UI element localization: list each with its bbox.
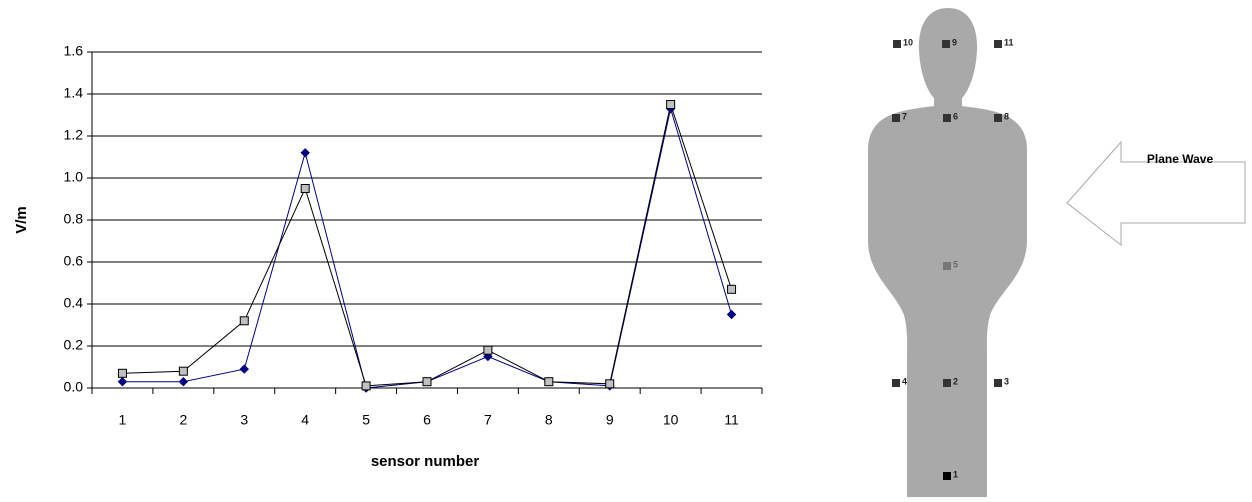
data-point: [605, 379, 615, 389]
x-tick-label: 4: [301, 412, 309, 428]
y-tick-label: 0.6: [64, 253, 84, 269]
body-diagram: Plane Wave 1 2 3 4 5 6 7 8 9 10 11: [868, 8, 1246, 497]
sensor-label: 8: [1004, 111, 1009, 121]
y-tick-label: 1.6: [64, 43, 84, 59]
sensor-marker: [994, 114, 1002, 122]
sensor-label: 5: [953, 259, 958, 269]
data-point: [239, 364, 249, 374]
sensor-label: 2: [953, 376, 958, 386]
sensor-label: 11: [1004, 37, 1014, 47]
sensor-marker: [943, 262, 951, 270]
sensor-marker: [893, 40, 901, 48]
y-tick-label: 0.8: [64, 211, 84, 227]
sensor-label: 3: [1004, 376, 1009, 386]
sensor-marker: [943, 379, 951, 387]
data-point: [666, 100, 676, 109]
data-point: [300, 184, 310, 193]
sensor-marker: [994, 379, 1002, 387]
chart: 0.0 0.2 0.4 0.6 0.8 1.0 1.2 1.4 1.6 1 2 3 4 5 6 7 8 9 10 11…: [13, 43, 763, 470]
y-axis-title: V/m: [13, 206, 30, 234]
sensor-marker: [994, 40, 1002, 48]
y-tick-label: 0.2: [64, 337, 84, 353]
x-tick-label: 11: [724, 412, 739, 428]
x-tick-label: 6: [423, 412, 431, 428]
y-tick-label: 1.0: [64, 169, 84, 185]
series-line: [122, 102, 733, 387]
data-point: [422, 377, 432, 387]
sensor-marker: [942, 40, 950, 48]
sensor-label: 10: [903, 37, 913, 47]
y-tick-label: 0.0: [64, 379, 84, 395]
x-tick-label: 1: [119, 412, 127, 428]
sensor-label: 7: [902, 111, 907, 121]
data-point: [178, 376, 189, 387]
sensor-marker: [892, 114, 900, 122]
x-tick-label: 3: [240, 412, 248, 428]
data-point: [117, 376, 128, 387]
x-tick-label: 7: [484, 412, 492, 428]
data-point: [727, 284, 737, 294]
y-tick-label: 0.4: [64, 295, 84, 311]
sensor-label: 9: [952, 37, 957, 47]
x-axis-title: sensor number: [371, 453, 480, 470]
sensor-label: 1: [953, 469, 958, 479]
data-point: [300, 148, 310, 158]
x-tick-label: 8: [545, 412, 553, 428]
y-tick-label: 1.2: [64, 127, 84, 143]
data-point: [544, 377, 554, 387]
data-point: [178, 366, 188, 376]
x-tick-label: 2: [179, 412, 187, 428]
sensor-marker: [943, 114, 951, 122]
data-point: [239, 316, 249, 326]
x-tick-label: 10: [663, 412, 679, 428]
sensor-marker: [943, 472, 951, 480]
sensor-label: 4: [902, 376, 907, 386]
sensor-marker: [892, 379, 900, 387]
arrow-label: Plane Wave: [1147, 152, 1214, 166]
human-silhouette: [868, 8, 1027, 497]
x-tick-label: 5: [362, 412, 370, 428]
data-point: [726, 309, 737, 320]
plane-wave-arrow: [1066, 140, 1246, 247]
data-point: [483, 345, 493, 355]
x-tick-label: 9: [606, 412, 614, 428]
data-point: [361, 381, 371, 391]
data-point: [117, 368, 127, 378]
y-tick-label: 1.4: [64, 85, 84, 101]
sensor-label: 6: [953, 111, 958, 121]
